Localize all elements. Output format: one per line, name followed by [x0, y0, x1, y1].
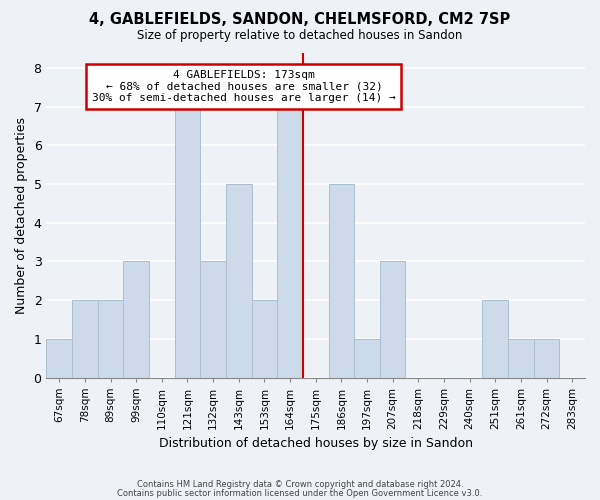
- Bar: [46, 339, 72, 378]
- Bar: [508, 339, 534, 378]
- Y-axis label: Number of detached properties: Number of detached properties: [15, 116, 28, 314]
- Bar: [124, 262, 149, 378]
- Bar: [354, 339, 380, 378]
- X-axis label: Distribution of detached houses by size in Sandon: Distribution of detached houses by size …: [159, 437, 473, 450]
- Text: Size of property relative to detached houses in Sandon: Size of property relative to detached ho…: [137, 29, 463, 42]
- Bar: [226, 184, 251, 378]
- Bar: [175, 106, 200, 378]
- Bar: [534, 339, 559, 378]
- Bar: [380, 262, 406, 378]
- Text: Contains public sector information licensed under the Open Government Licence v3: Contains public sector information licen…: [118, 488, 482, 498]
- Bar: [277, 106, 303, 378]
- Text: Contains HM Land Registry data © Crown copyright and database right 2024.: Contains HM Land Registry data © Crown c…: [137, 480, 463, 489]
- Bar: [72, 300, 98, 378]
- Bar: [98, 300, 124, 378]
- Bar: [329, 184, 354, 378]
- Bar: [200, 262, 226, 378]
- Text: 4 GABLEFIELDS: 173sqm
← 68% of detached houses are smaller (32)
30% of semi-deta: 4 GABLEFIELDS: 173sqm ← 68% of detached …: [92, 70, 396, 103]
- Text: 4, GABLEFIELDS, SANDON, CHELMSFORD, CM2 7SP: 4, GABLEFIELDS, SANDON, CHELMSFORD, CM2 …: [89, 12, 511, 28]
- Bar: [482, 300, 508, 378]
- Bar: [251, 300, 277, 378]
